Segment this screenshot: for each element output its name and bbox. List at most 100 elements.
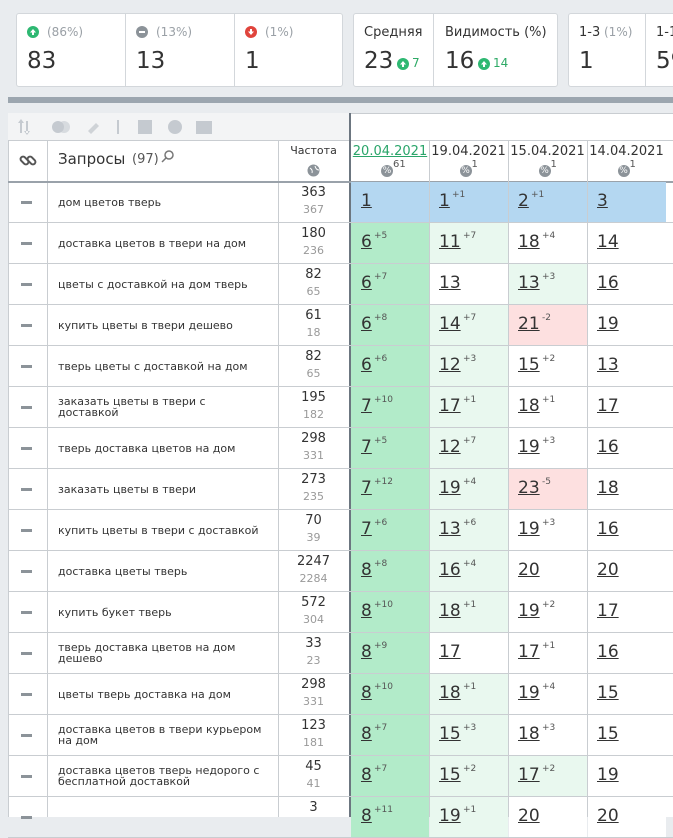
- position[interactable]: 20: [518, 560, 540, 580]
- row-dash[interactable]: [21, 283, 32, 286]
- position[interactable]: 15: [439, 765, 461, 785]
- row-dash[interactable]: [21, 324, 32, 327]
- position[interactable]: 7: [361, 478, 372, 498]
- row-dash[interactable]: [21, 201, 32, 204]
- query-header[interactable]: Запросы: [58, 150, 126, 168]
- position[interactable]: 17: [518, 642, 540, 662]
- position[interactable]: 18: [439, 683, 461, 703]
- row-dash[interactable]: [21, 652, 32, 655]
- position[interactable]: 19: [597, 314, 619, 334]
- position[interactable]: 6: [361, 273, 372, 293]
- row-dash[interactable]: [21, 488, 32, 491]
- position[interactable]: 18: [597, 478, 619, 498]
- position[interactable]: 2: [518, 191, 529, 211]
- position[interactable]: 6: [361, 355, 372, 375]
- position[interactable]: 8: [361, 806, 372, 826]
- row-dash[interactable]: [21, 611, 32, 614]
- position[interactable]: 18: [518, 724, 540, 744]
- freq: 572: [301, 595, 326, 610]
- position[interactable]: 19: [439, 478, 461, 498]
- position[interactable]: 13: [597, 355, 619, 375]
- position[interactable]: 17: [439, 396, 461, 416]
- position-change: +5: [374, 231, 388, 241]
- position[interactable]: 20: [597, 806, 619, 826]
- position[interactable]: 15: [597, 724, 619, 744]
- position[interactable]: 15: [439, 724, 461, 744]
- toolbar-icons[interactable]: [18, 119, 218, 135]
- position[interactable]: 11: [439, 232, 461, 252]
- position[interactable]: 14: [439, 314, 461, 334]
- position[interactable]: 8: [361, 560, 372, 580]
- position[interactable]: 1: [361, 191, 372, 211]
- position[interactable]: 12: [439, 437, 461, 457]
- position[interactable]: 8: [361, 724, 372, 744]
- row-dash[interactable]: [21, 447, 32, 450]
- search-icon[interactable]: [161, 150, 175, 164]
- position[interactable]: 16: [597, 273, 619, 293]
- position[interactable]: 12: [439, 355, 461, 375]
- row-dash[interactable]: [21, 816, 32, 819]
- date-header[interactable]: 20.04.2021: [352, 144, 428, 159]
- position[interactable]: 13: [439, 519, 461, 539]
- row-dash[interactable]: [21, 242, 32, 245]
- freq-header[interactable]: Частота: [290, 144, 337, 157]
- position[interactable]: 14: [597, 232, 619, 252]
- date-header[interactable]: 19.04.2021: [431, 144, 506, 159]
- position[interactable]: 20: [597, 560, 619, 580]
- stats-card: [16, 13, 343, 87]
- position[interactable]: 18: [439, 601, 461, 621]
- position[interactable]: 8: [361, 642, 372, 662]
- position-cell: [351, 715, 429, 755]
- position[interactable]: 7: [361, 519, 372, 539]
- link-icon[interactable]: [19, 152, 37, 170]
- row-dash[interactable]: [21, 570, 32, 573]
- position[interactable]: 19: [518, 519, 540, 539]
- position[interactable]: 6: [361, 232, 372, 252]
- position[interactable]: 3: [597, 191, 608, 211]
- position[interactable]: 17: [439, 642, 461, 662]
- position[interactable]: 17: [597, 601, 619, 621]
- position[interactable]: 19: [518, 437, 540, 457]
- position[interactable]: 8: [361, 601, 372, 621]
- row-dash[interactable]: [21, 775, 32, 778]
- position[interactable]: 16: [597, 642, 619, 662]
- position[interactable]: 17: [597, 396, 619, 416]
- position[interactable]: 23: [518, 478, 540, 498]
- position-change: +10: [374, 600, 393, 610]
- position[interactable]: 16: [597, 437, 619, 457]
- range-label: 1-1: [656, 25, 673, 40]
- position[interactable]: 17: [518, 765, 540, 785]
- position[interactable]: 20: [518, 806, 540, 826]
- col-line: [587, 141, 588, 817]
- position[interactable]: 16: [597, 519, 619, 539]
- position-cell: [588, 387, 666, 427]
- position[interactable]: 8: [361, 765, 372, 785]
- position[interactable]: 19: [597, 765, 619, 785]
- row-dash[interactable]: [21, 529, 32, 532]
- avg-label: Видимость (%): [445, 25, 547, 40]
- position[interactable]: 8: [361, 683, 372, 703]
- position[interactable]: 13: [518, 273, 540, 293]
- position[interactable]: 13: [439, 273, 461, 293]
- date-header[interactable]: 15.04.2021: [510, 144, 585, 159]
- position[interactable]: 7: [361, 396, 372, 416]
- position[interactable]: 15: [518, 355, 540, 375]
- position[interactable]: 15: [597, 683, 619, 703]
- position[interactable]: 19: [518, 683, 540, 703]
- date-header[interactable]: 14.04.2021: [589, 144, 664, 159]
- position[interactable]: 18: [518, 396, 540, 416]
- row-dash[interactable]: [21, 693, 32, 696]
- position[interactable]: 19: [439, 806, 461, 826]
- position-cell: [588, 182, 666, 222]
- row-dash[interactable]: [21, 734, 32, 737]
- row-dash[interactable]: [21, 406, 32, 409]
- position[interactable]: 18: [518, 232, 540, 252]
- query-count: (97): [132, 152, 159, 167]
- position[interactable]: 16: [439, 560, 461, 580]
- position[interactable]: 1: [439, 191, 450, 211]
- position[interactable]: 19: [518, 601, 540, 621]
- row-dash[interactable]: [21, 365, 32, 368]
- position[interactable]: 21: [518, 314, 540, 334]
- position[interactable]: 6: [361, 314, 372, 334]
- position[interactable]: 7: [361, 437, 372, 457]
